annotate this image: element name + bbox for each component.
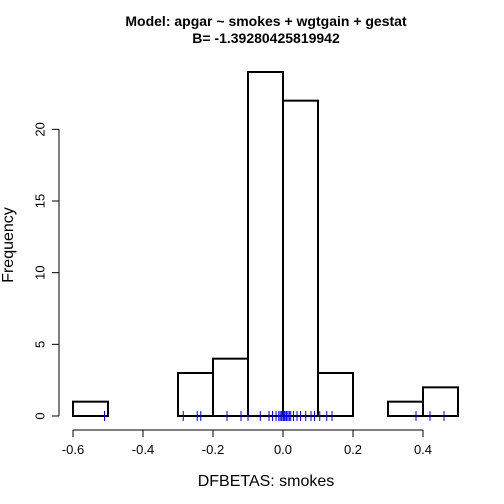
- y-tick-label: 20: [32, 122, 47, 136]
- x-tick-label: 0.4: [414, 442, 432, 457]
- chart-subtitle: B= -1.39280425819942: [192, 30, 340, 46]
- histogram-bar: [317, 372, 354, 417]
- y-axis-label: Frequency: [0, 207, 17, 283]
- y-tick-label: 10: [32, 265, 47, 279]
- x-tick-label: 0.2: [344, 442, 362, 457]
- histogram-bar: [212, 357, 249, 417]
- x-tick-label: 0.0: [274, 442, 292, 457]
- histogram-bar: [72, 400, 109, 417]
- rug-marks: [104, 411, 445, 421]
- histogram-bar: [247, 71, 284, 417]
- x-tick-label: -0.6: [62, 442, 84, 457]
- x-axis-label: DFBETAS: smokes: [198, 473, 335, 490]
- x-tick-label: -0.2: [202, 442, 224, 457]
- y-tick-label: 0: [32, 412, 47, 419]
- histogram-bar: [177, 372, 214, 417]
- x-tick-label: -0.4: [132, 442, 154, 457]
- y-axis: 0 5 10 15 20: [32, 122, 60, 420]
- histogram-bars: [72, 71, 459, 418]
- histogram-bar: [422, 386, 459, 418]
- histogram-bar: [387, 400, 424, 417]
- chart-title: Model: apgar ~ smokes + wgtgain + gestat: [125, 13, 407, 29]
- y-tick-label: 5: [32, 341, 47, 348]
- y-tick-label: 15: [32, 194, 47, 208]
- histogram-bar: [282, 99, 319, 418]
- x-axis: -0.6 -0.4 -0.2 0.0 0.2 0.4: [62, 429, 432, 457]
